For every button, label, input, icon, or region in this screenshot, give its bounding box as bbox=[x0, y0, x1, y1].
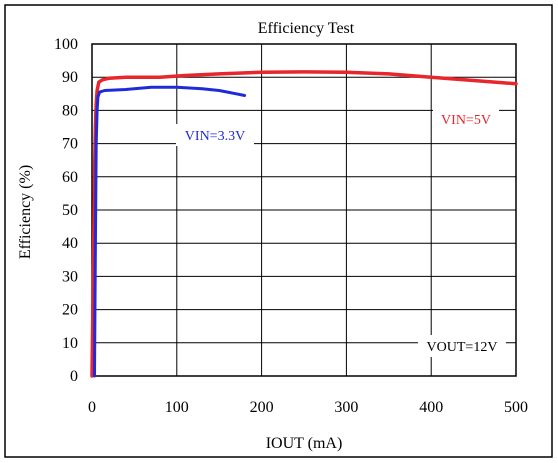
annotation-vin5v-text: VIN=5V bbox=[441, 113, 491, 128]
y-tick-label: 60 bbox=[62, 169, 78, 186]
annotation-vin5v: VIN=5V bbox=[433, 108, 499, 130]
y-tick-label: 40 bbox=[62, 235, 78, 252]
annotation-vin33v: VIN=3.3V bbox=[176, 124, 254, 146]
y-tick-label: 100 bbox=[54, 36, 78, 53]
x-tick-label: 300 bbox=[334, 399, 358, 416]
y-tick-label: 70 bbox=[62, 136, 78, 153]
y-tick-label: 30 bbox=[62, 268, 78, 285]
y-tick-label: 90 bbox=[62, 69, 78, 86]
x-tick-labels: 0 100 200 300 400 500 bbox=[88, 399, 528, 416]
y-tick-labels: 0 10 20 30 40 50 60 70 80 90 100 bbox=[54, 36, 78, 385]
x-tick-label: 500 bbox=[504, 399, 528, 416]
y-tick-label: 50 bbox=[62, 202, 78, 219]
y-axis-label: Efficiency (%) bbox=[17, 165, 34, 259]
x-tick-label: 0 bbox=[88, 399, 96, 416]
annotation-vout12v-text: VOUT=12V bbox=[427, 340, 498, 355]
x-tick-label: 400 bbox=[419, 399, 443, 416]
annotation-vin33v-text: VIN=3.3V bbox=[185, 129, 245, 144]
chart-title: Efficiency Test bbox=[258, 20, 355, 37]
annotation-vout12v: VOUT=12V bbox=[418, 335, 506, 357]
y-tick-label: 80 bbox=[62, 102, 78, 119]
plot-area-border bbox=[91, 43, 517, 377]
x-axis-label: IOUT (mA) bbox=[266, 435, 343, 452]
y-tick-label: 10 bbox=[62, 335, 78, 352]
series-lines bbox=[90, 70, 518, 378]
y-tick-label: 20 bbox=[62, 302, 78, 319]
x-tick-label: 200 bbox=[250, 399, 274, 416]
y-tick-label: 0 bbox=[70, 368, 78, 385]
x-tick-label: 100 bbox=[165, 399, 189, 416]
series-line-vin33v bbox=[93, 85, 247, 378]
